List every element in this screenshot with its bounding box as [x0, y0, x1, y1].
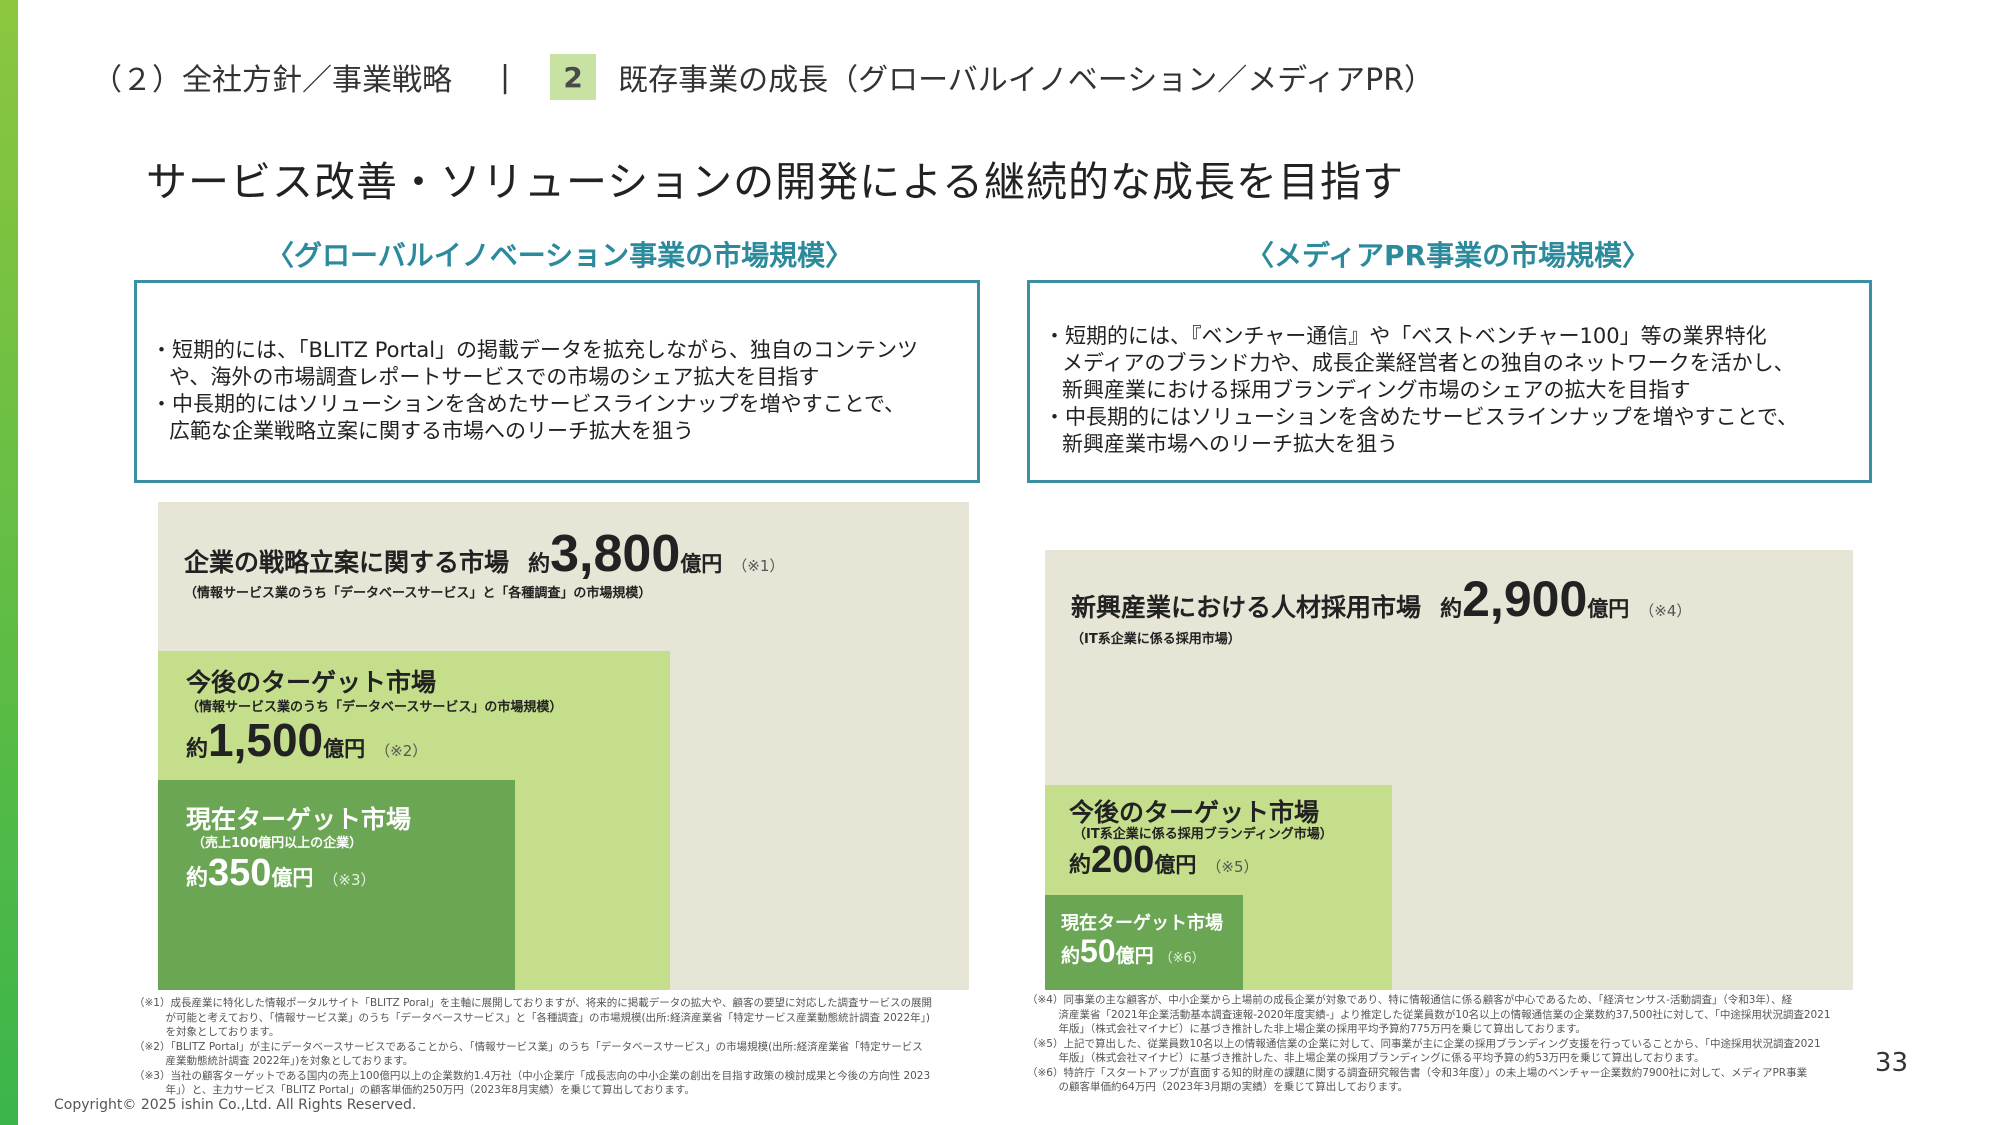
right-current-prefix: 約	[1061, 945, 1081, 967]
right-note-line: 年版」（株式会社マイナビ）に基づき推計した非上場企業の採用平均予算約775万円を…	[1027, 1023, 1586, 1035]
left-current-title: 現在ターゲット市場	[186, 805, 412, 834]
right-note-line: 済産業省「2021年企業活動基本調査速報-2020年度実績-」より推定した従業員…	[1027, 1008, 1831, 1021]
right-future-note: （※5）	[1206, 858, 1259, 876]
right-total-prefix: 約	[1440, 597, 1463, 622]
right-market-current: 現在ターゲット市場 約50億円 （※6）	[1045, 895, 1243, 990]
right-future-prefix: 約	[1069, 853, 1092, 878]
left-total-value: 3,800	[550, 525, 681, 583]
page-title: サービス改善・ソリューションの開発による継続的な成長を目指す	[146, 158, 1404, 206]
right-note-line: 年版」（株式会社マイナビ）に基づき推計した、非上場企業の採用ブランディングに係る…	[1027, 1052, 1705, 1064]
right-strategy-box: 短期的には、『ベンチャー通信』や「ベストベンチャー100」等の業界特化メディアの…	[1027, 280, 1872, 483]
right-bullet-2: 中長期的にはソリューションを含めたサービスラインナップを増やすことで、新興産業市…	[1044, 404, 1859, 458]
page-header: （２）全社方針／事業戦略 | 2 既存事業の成長（グローバルイノベーション／メデ…	[92, 52, 1434, 102]
left-current-unit: 億円	[271, 866, 314, 890]
left-bullet-2: 中長期的にはソリューションを含めたサービスラインナップを増やすことで、広範な企業…	[151, 391, 967, 445]
header-separator: |	[500, 59, 511, 95]
right-current-note: （※6）	[1159, 951, 1205, 966]
right-footnotes: （※4）同事業の主な顧客が、中小企業から上場前の成長企業が対象であり、特に情報通…	[1027, 993, 1831, 1095]
left-note-line: （※1）成長産業に特化した情報ポータルサイト「BLITZ Poral」を主軸に展…	[134, 997, 932, 1009]
left-future-sub: （情報サービス業のうち「データベースサービス」の市場規模）	[186, 700, 563, 715]
section-number-badge: 2	[550, 54, 597, 100]
right-future-sub: （IT系企業に係る採用ブランディング市場）	[1073, 827, 1333, 842]
left-section-heading: 〈グローバルイノベーション事業の市場規模〉	[266, 239, 854, 272]
copyright: Copyright© 2025 ishin Co.,Ltd. All Right…	[54, 1097, 417, 1113]
right-total-value: 2,900	[1462, 571, 1588, 627]
left-market-current: 現在ターゲット市場 （売上100億円以上の企業） 約350億円 （※3）	[158, 780, 515, 990]
left-current-sub: （売上100億円以上の企業）	[192, 836, 363, 851]
left-strategy-box: 短期的には、「BLITZ Portal」の掲載データを拡充しながら、独自のコンテ…	[134, 280, 980, 483]
header-section: （２）全社方針／事業戦略	[92, 63, 452, 98]
left-current-prefix: 約	[186, 866, 209, 891]
left-future-unit: 億円	[323, 737, 366, 761]
left-note-line: が可能と考えており、「情報サービス業」のうち「データベースサービス」と「各種調査…	[134, 1011, 931, 1024]
left-total-title: 企業の戦略立案に関する市場	[184, 548, 510, 577]
accent-bar	[0, 0, 18, 1125]
right-current-value: 50	[1080, 933, 1116, 969]
left-total-sub: （情報サービス業のうち「データベースサービス」と「各種調査」の市場規模）	[184, 586, 652, 601]
right-note-line: （※4）同事業の主な顧客が、中小企業から上場前の成長企業が対象であり、特に情報通…	[1027, 994, 1793, 1006]
right-total-sub: （IT系企業に係る採用市場）	[1071, 632, 1241, 647]
header-title: 既存事業の成長（グローバルイノベーション／メディアPR）	[618, 63, 1435, 98]
right-total-note: （※4）	[1639, 602, 1692, 620]
right-current-title: 現在ターゲット市場	[1061, 913, 1223, 934]
right-total-unit: 億円	[1587, 597, 1630, 621]
left-bullet-1: 短期的には、「BLITZ Portal」の掲載データを拡充しながら、独自のコンテ…	[151, 337, 967, 391]
right-note-line: （※6）特許庁「スタートアップが直面する知的財産の課題に関する調査研究報告書（令…	[1027, 1066, 1808, 1079]
right-total-title: 新興産業における人材採用市場	[1071, 593, 1422, 622]
left-current-note: （※3）	[323, 871, 376, 889]
left-note-line: 年」）と、主力サービス「BLITZ Portal」の顧客単価約250万円（202…	[134, 1084, 695, 1096]
left-current-value: 350	[208, 852, 272, 894]
left-future-title: 今後のターゲット市場	[186, 668, 437, 697]
left-future-value: 1,500	[208, 714, 324, 766]
left-total-prefix: 約	[528, 552, 551, 577]
right-future-unit: 億円	[1154, 853, 1197, 877]
right-future-value: 200	[1091, 839, 1155, 881]
right-note-line: の顧客単価約64万円（2023年3月期の実績）を乗じて算出しております。	[1027, 1081, 1409, 1093]
left-future-note: （※2）	[375, 742, 428, 760]
left-note-line: を対象としております。	[134, 1026, 280, 1038]
left-note-line: 産業動態統計調査 2022年」)を対象としております。	[134, 1055, 414, 1067]
right-current-unit: 億円	[1115, 945, 1154, 967]
right-note-line: （※5）上記で算出した、従業員数10名以上の情報通信業の企業に対して、同事業が主…	[1027, 1037, 1821, 1050]
page-number: 33	[1874, 1048, 1908, 1078]
left-footnotes: （※1）成長産業に特化した情報ポータルサイト「BLITZ Poral」を主軸に展…	[134, 996, 932, 1098]
left-future-prefix: 約	[186, 737, 209, 762]
right-section-heading: 〈メディアPR事業の市場規模〉	[1246, 239, 1651, 272]
left-total-unit: 億円	[680, 552, 723, 576]
right-future-title: 今後のターゲット市場	[1069, 798, 1320, 827]
left-note-line: （※2）「BLITZ Portal」が主にデータベースサービスであることから、「…	[134, 1040, 923, 1053]
left-note-line: （※3）当社の顧客ターゲットである国内の売上100億円以上の企業数約1.4万社（…	[134, 1069, 931, 1082]
right-bullet-1: 短期的には、『ベンチャー通信』や「ベストベンチャー100」等の業界特化メディアの…	[1044, 323, 1859, 404]
left-total-note: （※1）	[732, 557, 785, 575]
